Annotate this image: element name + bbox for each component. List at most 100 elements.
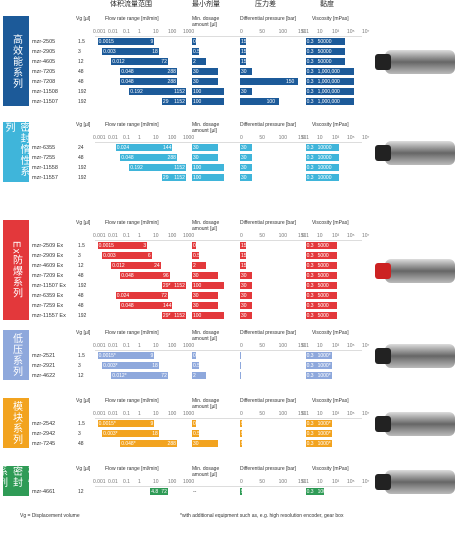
tick-label: 10⁵ xyxy=(347,29,355,35)
model-name: mzr-2521 xyxy=(32,353,56,359)
flow-max: 1152 xyxy=(174,313,185,319)
viscosity-max: 5000 xyxy=(317,293,329,299)
tick-label: 0.01 xyxy=(108,29,118,35)
tick-label: 0.1 xyxy=(123,29,130,35)
grid xyxy=(95,418,362,419)
pressure-value: 30 xyxy=(241,69,247,75)
column-header: Differential pressure [bar] xyxy=(240,466,297,472)
tick-label: 10⁷ xyxy=(362,479,370,485)
tick-label: 0.01 xyxy=(108,233,118,239)
viscosity-max: 5000 xyxy=(317,313,329,319)
pressure-bar xyxy=(240,262,246,269)
tick-label: 100 xyxy=(168,29,177,35)
flow-max: 288 xyxy=(167,79,176,85)
pressure-bar xyxy=(240,88,252,95)
viscosity-max: 1000* xyxy=(317,431,331,437)
flow-max: 96 xyxy=(163,273,169,279)
pressure-bar xyxy=(240,38,246,45)
product-image xyxy=(385,344,455,368)
header-viscosity: 黏度 xyxy=(320,1,334,8)
dosage-bar xyxy=(192,372,206,379)
vg-value: 48 xyxy=(78,69,84,75)
column-header: Flow rate range [ml/min] xyxy=(105,122,159,128)
pressure-bar xyxy=(240,154,252,161)
pressure-value: 5 xyxy=(241,421,244,427)
product-image xyxy=(375,54,391,70)
flow-min: 0.0015* xyxy=(98,353,116,359)
viscosity-bar xyxy=(305,88,355,95)
model-name: mzr-7208 xyxy=(32,79,56,85)
header-dosage: 最小剂量 xyxy=(192,1,220,8)
pressure-bar xyxy=(240,164,252,171)
dosage-bar xyxy=(192,440,218,447)
pressure-bar xyxy=(240,174,252,181)
model-name: mzr-7259 Ex xyxy=(32,303,64,309)
dosage-value: 2 xyxy=(193,59,196,65)
tick-label: 0.001 xyxy=(93,343,106,349)
viscosity-bar xyxy=(305,262,338,269)
dosage-value: 100 xyxy=(193,165,202,171)
tick-label: 10⁵ xyxy=(347,233,355,239)
tick-label: 100 xyxy=(278,233,287,239)
viscosity-max: 5000 xyxy=(317,273,329,279)
column-header: Min. dosage amount [µl] xyxy=(192,16,220,28)
viscosity-bar xyxy=(305,420,332,427)
viscosity-min: 0.3 xyxy=(306,303,314,309)
flow-bar xyxy=(111,372,168,379)
tick-label: 0.1 xyxy=(302,29,309,35)
flow-max: 9 xyxy=(150,39,154,45)
tick-label: 50 xyxy=(259,233,265,239)
tick-label: 0.1 xyxy=(302,135,309,141)
dosage-bar xyxy=(192,38,197,45)
tick-label: 0 xyxy=(240,411,243,417)
grid xyxy=(95,350,362,351)
flow-bar xyxy=(161,174,186,181)
column-header: Vg [µl] xyxy=(76,466,91,472)
flow-bar xyxy=(161,282,186,289)
pressure-bar xyxy=(240,352,241,359)
pressure-value: 5 xyxy=(241,431,244,437)
dosage-bar xyxy=(192,252,200,259)
pressure-value: 15 xyxy=(241,39,247,45)
dosage-value: 0.5 xyxy=(193,49,200,55)
dosage-bar xyxy=(192,362,200,369)
viscosity-bar xyxy=(305,154,340,161)
dosage-value: 0.25 xyxy=(193,39,203,45)
column-header: Differential pressure [bar] xyxy=(240,220,297,226)
flow-min: 0.048* xyxy=(121,441,136,447)
tick-label: 100 xyxy=(168,343,177,349)
vg-value: 48 xyxy=(78,303,84,309)
dosage-value: 30 xyxy=(193,273,199,279)
tick-label: 100 xyxy=(278,411,287,417)
grid xyxy=(95,142,362,143)
tick-label: 0 xyxy=(240,29,243,35)
viscosity-min: 0.3 xyxy=(306,421,314,427)
viscosity-bar xyxy=(305,430,332,437)
viscosity-max: 100 xyxy=(317,489,326,495)
flow-bar xyxy=(102,430,159,437)
viscosity-max: 5000 xyxy=(317,243,329,249)
tick-label: 0.001 xyxy=(93,29,106,35)
vg-value: 24 xyxy=(78,145,84,151)
tick-label: 10⁷ xyxy=(362,233,370,239)
pressure-bar xyxy=(240,98,279,105)
flow-bar xyxy=(102,252,152,259)
flow-bar xyxy=(102,362,159,369)
viscosity-bar xyxy=(305,242,338,249)
section-label: 磁性密封系列 xyxy=(0,466,37,496)
vg-value: 192 xyxy=(78,89,87,95)
dosage-value: 30 xyxy=(193,293,199,299)
pressure-bar xyxy=(240,252,246,259)
grid xyxy=(95,36,362,37)
flow-max: 1152 xyxy=(174,89,185,95)
tick-label: 100 xyxy=(168,411,177,417)
flow-min: 0.048 xyxy=(121,69,134,75)
vg-value: 192 xyxy=(78,165,87,171)
tick-label: 150 xyxy=(298,343,307,349)
tick-label: 10 xyxy=(153,343,159,349)
viscosity-min: 0.3 xyxy=(306,69,314,75)
pressure-value: 5 xyxy=(241,489,244,495)
tick-label: 0.01 xyxy=(108,135,118,141)
vg-value: 192 xyxy=(78,313,87,319)
dosage-value: 30 xyxy=(193,441,199,447)
